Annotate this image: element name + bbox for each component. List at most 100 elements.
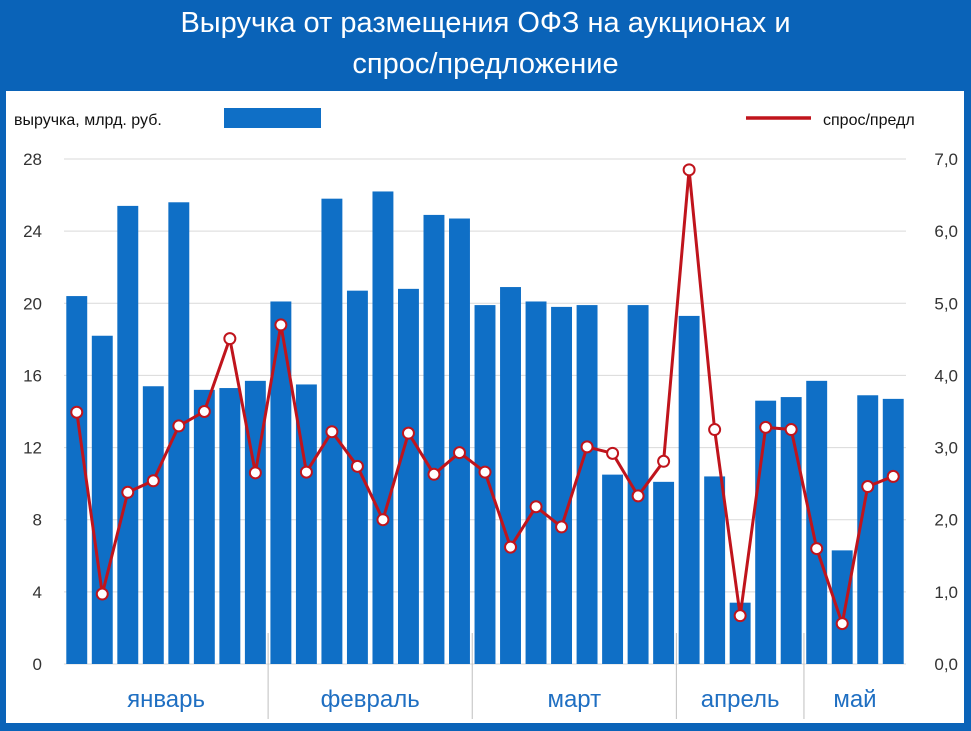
y-left-tick-label: 20 [23, 294, 42, 313]
bar [831, 550, 853, 664]
bar [882, 398, 904, 664]
legend-bar-label: выручка, млрд. руб. [14, 112, 162, 129]
bar [627, 305, 649, 664]
bar [66, 296, 88, 664]
bar [780, 397, 802, 664]
bar [372, 191, 394, 664]
line-point [861, 480, 875, 494]
y-right-tick-label: 6,0 [934, 222, 958, 241]
bar [551, 306, 573, 664]
month-separators [267, 633, 805, 719]
line-point [350, 459, 364, 473]
bar [500, 287, 521, 664]
bar [755, 400, 777, 664]
line-point [376, 513, 390, 527]
y-left-tick-label: 16 [23, 366, 42, 385]
month-label: февраль [321, 686, 420, 713]
chart-title-line1: Выручка от размещения ОФЗ на аукционах и [180, 7, 791, 39]
bar [346, 290, 368, 664]
line-point [248, 466, 262, 480]
bar [449, 218, 470, 664]
bar [168, 202, 190, 664]
chart-title: Выручка от размещения ОФЗ на аукционах и… [0, 0, 971, 86]
y-left-tick-label: 12 [23, 439, 42, 458]
y-left-tick-label: 4 [33, 583, 42, 602]
line-point [886, 469, 900, 483]
y-right-tick-label: 0,0 [934, 655, 958, 674]
line-point [299, 465, 313, 479]
line-point [759, 420, 773, 434]
legend: выручка, млрд. руб. спрос/предл [14, 108, 915, 129]
legend-bar-swatch [224, 108, 321, 128]
bar [295, 384, 317, 664]
line-point [427, 467, 441, 481]
y-left-tick-label: 24 [23, 222, 42, 241]
bar [117, 205, 139, 664]
bar [270, 301, 292, 664]
y-right-tick-label: 4,0 [934, 366, 958, 385]
bar [602, 474, 624, 664]
line-point [223, 332, 237, 346]
y-right-tick-label: 7,0 [934, 150, 958, 169]
y-axis-left: 0 4 8 12 16 20 24 28 [23, 150, 42, 674]
bar [397, 288, 419, 664]
line-point [121, 485, 135, 499]
legend-line-label: спрос/предл [823, 112, 915, 129]
line-point [478, 465, 492, 479]
line-series [70, 163, 900, 631]
line-point [810, 542, 824, 556]
bar [576, 305, 598, 664]
line-point [657, 454, 671, 468]
bar [653, 481, 675, 664]
line-point [835, 617, 849, 631]
line-point [504, 540, 518, 554]
line-point [172, 419, 186, 433]
line-point [325, 425, 339, 439]
line-point [529, 500, 543, 514]
line-point [708, 423, 722, 437]
line-point [70, 405, 84, 419]
line-point [606, 446, 620, 460]
line-point [580, 440, 594, 454]
y-left-tick-label: 0 [33, 655, 42, 674]
line-point [631, 489, 645, 503]
line-point [555, 520, 569, 534]
bar [806, 380, 828, 664]
line-point [452, 446, 466, 460]
line-point [682, 163, 696, 177]
line-point [401, 426, 415, 440]
line-point [784, 423, 798, 437]
line-point [146, 474, 160, 488]
bar [857, 395, 879, 664]
plot-panel: выручка, млрд. руб. спрос/предл 0 4 8 12 16 2… [6, 91, 964, 723]
line-point [95, 587, 109, 601]
chart-title-line2: спрос/предложение [352, 48, 619, 80]
bar [193, 389, 215, 664]
y-right-tick-label: 3,0 [934, 439, 958, 458]
month-label: апрель [701, 686, 780, 713]
y-left-tick-label: 28 [23, 150, 42, 169]
bar [525, 301, 547, 664]
bar [91, 335, 113, 664]
bar [704, 476, 726, 664]
y-left-tick-label: 8 [33, 511, 42, 530]
y-right-tick-label: 2,0 [934, 511, 958, 530]
y-right-tick-label: 5,0 [934, 294, 958, 313]
bar [219, 388, 241, 664]
month-label: январь [127, 686, 205, 713]
bar [142, 386, 164, 664]
line-point [733, 609, 747, 623]
bar [678, 315, 700, 664]
chart-svg: выручка, млрд. руб. спрос/предл 0 4 8 12 16 2… [14, 108, 958, 719]
bar [423, 214, 445, 664]
month-label: май [833, 686, 876, 713]
bar [474, 305, 496, 664]
y-right-tick-label: 1,0 [934, 583, 958, 602]
x-axis-months: январь февраль март апрель май [127, 686, 877, 713]
line-point [274, 318, 288, 332]
month-label: март [547, 686, 601, 713]
bar-series [66, 191, 904, 664]
y-axis-right: 0,0 1,0 2,0 3,0 4,0 5,0 6,0 7,0 [934, 150, 958, 674]
line-point [197, 405, 211, 418]
